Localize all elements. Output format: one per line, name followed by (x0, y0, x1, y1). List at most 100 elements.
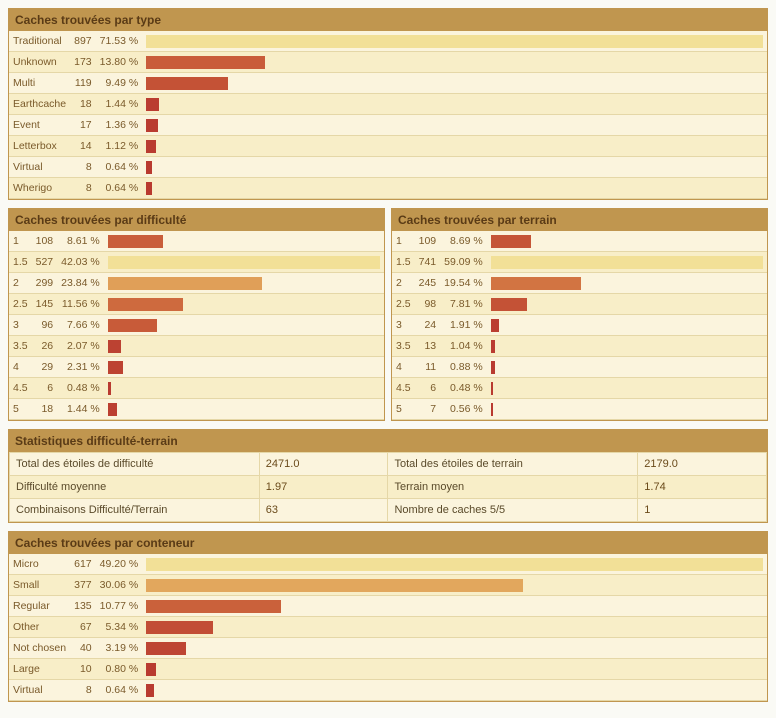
row-label: 3 (9, 315, 32, 336)
row-bar-cell (142, 680, 767, 701)
panel-title: Caches trouvées par difficulté (9, 209, 384, 231)
bar-fill (146, 182, 151, 195)
row-label: 1.5 (9, 252, 32, 273)
row-label: Micro (9, 554, 70, 575)
bar-track (146, 579, 763, 592)
table-row: 229923.84 % (9, 273, 384, 294)
row-bar-cell (142, 94, 767, 115)
bar-fill (491, 319, 500, 332)
bar-track (146, 642, 763, 655)
row-label: Unknown (9, 52, 70, 73)
row-label: 4.5 (392, 378, 415, 399)
table-row: Difficulté moyenne1.97Terrain moyen1.74 (10, 476, 767, 499)
table-row: Virtual80.64 % (9, 680, 767, 701)
bar-track (146, 161, 763, 174)
row-label: Event (9, 115, 70, 136)
table-row: Combinaisons Difficulté/Terrain63Nombre … (10, 499, 767, 522)
row-bar-cell (142, 659, 767, 680)
row-percent: 0.64 % (96, 178, 143, 199)
row-count: 8 (70, 157, 96, 178)
table-row: Total des étoiles de difficulté2471.0Tot… (10, 453, 767, 476)
row-label: 2 (392, 273, 415, 294)
row-count: 173 (70, 52, 96, 73)
bar-fill (146, 35, 763, 48)
bar-fill (146, 77, 228, 90)
row-count: 14 (70, 136, 96, 157)
bar-fill (108, 340, 121, 353)
bar-track (108, 256, 380, 269)
row-percent: 9.49 % (96, 73, 143, 94)
row-bar-cell (487, 315, 767, 336)
table-row: Large100.80 % (9, 659, 767, 680)
row-label: Not chosen (9, 638, 70, 659)
row-bar-cell (104, 336, 384, 357)
row-bar-cell (487, 231, 767, 252)
table-row: 4.560.48 % (392, 378, 767, 399)
row-bar-cell (104, 399, 384, 420)
bar-fill (108, 277, 262, 290)
row-count: 527 (32, 252, 58, 273)
row-count: 299 (32, 273, 58, 294)
caches-by-terrain-panel: Caches trouvées par terrain 11098.69 %1.… (391, 208, 768, 421)
row-bar-cell (487, 336, 767, 357)
row-percent: 23.84 % (57, 273, 104, 294)
bar-fill (108, 256, 380, 269)
row-percent: 10.77 % (96, 596, 143, 617)
row-count: 109 (415, 231, 441, 252)
row-percent: 1.12 % (96, 136, 143, 157)
row-count: 6 (32, 378, 58, 399)
panel-title: Caches trouvées par conteneur (9, 532, 767, 554)
row-percent: 59.09 % (440, 252, 487, 273)
row-percent: 13.80 % (96, 52, 143, 73)
stat-label: Total des étoiles de terrain (388, 453, 638, 476)
row-count: 96 (32, 315, 58, 336)
row-label: 3.5 (392, 336, 415, 357)
row-percent: 0.80 % (96, 659, 143, 680)
row-count: 377 (70, 575, 96, 596)
row-percent: 8.69 % (440, 231, 487, 252)
panel-title: Statistiques difficulté-terrain (9, 430, 767, 452)
bar-track (108, 361, 380, 374)
row-count: 108 (32, 231, 58, 252)
row-label: Earthcache (9, 94, 70, 115)
bar-fill (146, 684, 154, 697)
bar-track (491, 277, 763, 290)
row-bar-cell (142, 115, 767, 136)
row-bar-cell (104, 231, 384, 252)
table-row: Traditional89771.53 % (9, 31, 767, 52)
stat-value: 1.74 (638, 476, 767, 499)
bar-track (491, 319, 763, 332)
row-label: Wherigo (9, 178, 70, 199)
row-label: 2.5 (9, 294, 32, 315)
row-count: 18 (70, 94, 96, 115)
bar-track (108, 403, 380, 416)
row-count: 10 (70, 659, 96, 680)
row-label: 4 (9, 357, 32, 378)
row-count: 26 (32, 336, 58, 357)
bar-track (108, 235, 380, 248)
table-row: 1.574159.09 % (392, 252, 767, 273)
row-label: Small (9, 575, 70, 596)
row-label: Virtual (9, 157, 70, 178)
row-label: Other (9, 617, 70, 638)
row-count: 8 (70, 178, 96, 199)
table-row: Virtual80.64 % (9, 157, 767, 178)
table-row: 4110.88 % (392, 357, 767, 378)
row-percent: 42.03 % (57, 252, 104, 273)
row-count: 741 (415, 252, 441, 273)
row-percent: 2.31 % (57, 357, 104, 378)
table-row: 5181.44 % (9, 399, 384, 420)
bar-fill (146, 119, 158, 132)
bar-fill (146, 56, 265, 69)
stat-label: Nombre de caches 5/5 (388, 499, 638, 522)
row-count: 7 (415, 399, 441, 420)
row-count: 67 (70, 617, 96, 638)
row-count: 17 (70, 115, 96, 136)
row-percent: 1.36 % (96, 115, 143, 136)
row-bar-cell (142, 596, 767, 617)
bar-fill (491, 361, 495, 374)
table-row: 1.552742.03 % (9, 252, 384, 273)
row-bar-cell (142, 73, 767, 94)
row-label: Virtual (9, 680, 70, 701)
table-row: 224519.54 % (392, 273, 767, 294)
